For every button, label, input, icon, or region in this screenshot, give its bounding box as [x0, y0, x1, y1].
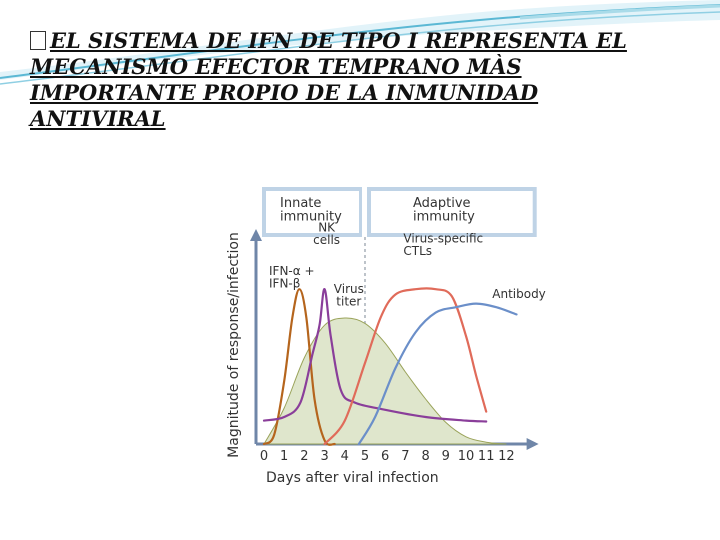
title-bullet-icon [30, 31, 46, 50]
series-ifn-line [262, 288, 336, 446]
series-antibody-line [357, 302, 518, 446]
series-ctls-label: Virus-specific CTLs [403, 231, 483, 258]
innate-band-inner [266, 191, 359, 233]
phase-label-adaptive: Adaptive immunity [413, 196, 475, 225]
swoosh-band-1 [0, 0, 720, 80]
series-nk-cells-line [262, 288, 488, 423]
adaptive-band-inner [371, 191, 533, 233]
series-virus-titer-area [263, 317, 507, 445]
series-antibody-label: Antibody [492, 287, 546, 301]
x-axis-arrow [526, 438, 539, 450]
decorative-swoosh [0, 0, 720, 85]
x-tick-label: 0 [260, 449, 268, 464]
y-axis-arrow [250, 229, 262, 241]
swoosh-line-2 [0, 11, 720, 85]
x-tick-label: 8 [421, 449, 429, 464]
x-tick-label: 7 [401, 449, 409, 464]
x-tick-label: 5 [361, 449, 369, 464]
x-axis-label: Days after viral infection [266, 470, 439, 486]
x-tick-label: 9 [442, 449, 450, 464]
x-tick-label: 4 [341, 449, 349, 464]
x-tick-label: 11 [478, 449, 495, 464]
x-tick-label: 2 [300, 449, 308, 464]
series-ifn-label: IFN-α + IFN-β [269, 264, 315, 291]
series-nk-cells-label: NK cells [313, 221, 340, 248]
x-tick-label: 12 [498, 449, 515, 464]
series-virus-titer-label: Virus titer [334, 282, 364, 309]
series-ctls-line [323, 287, 488, 446]
slide-title-text: EL SISTEMA DE IFN DE TIPO I REPRESENTA E… [30, 28, 627, 131]
swoosh-line-3 [519, 4, 720, 20]
x-tick-label: 10 [458, 449, 475, 464]
x-tick-label: 1 [280, 449, 288, 464]
x-tick-label: 6 [381, 449, 389, 464]
slide-title: EL SISTEMA DE IFN DE TIPO I REPRESENTA E… [30, 28, 680, 132]
phase-label-innate: Innate immunity [280, 196, 342, 225]
y-axis-label: Magnitude of response/infection [226, 232, 242, 458]
x-tick-label: 3 [320, 449, 328, 464]
